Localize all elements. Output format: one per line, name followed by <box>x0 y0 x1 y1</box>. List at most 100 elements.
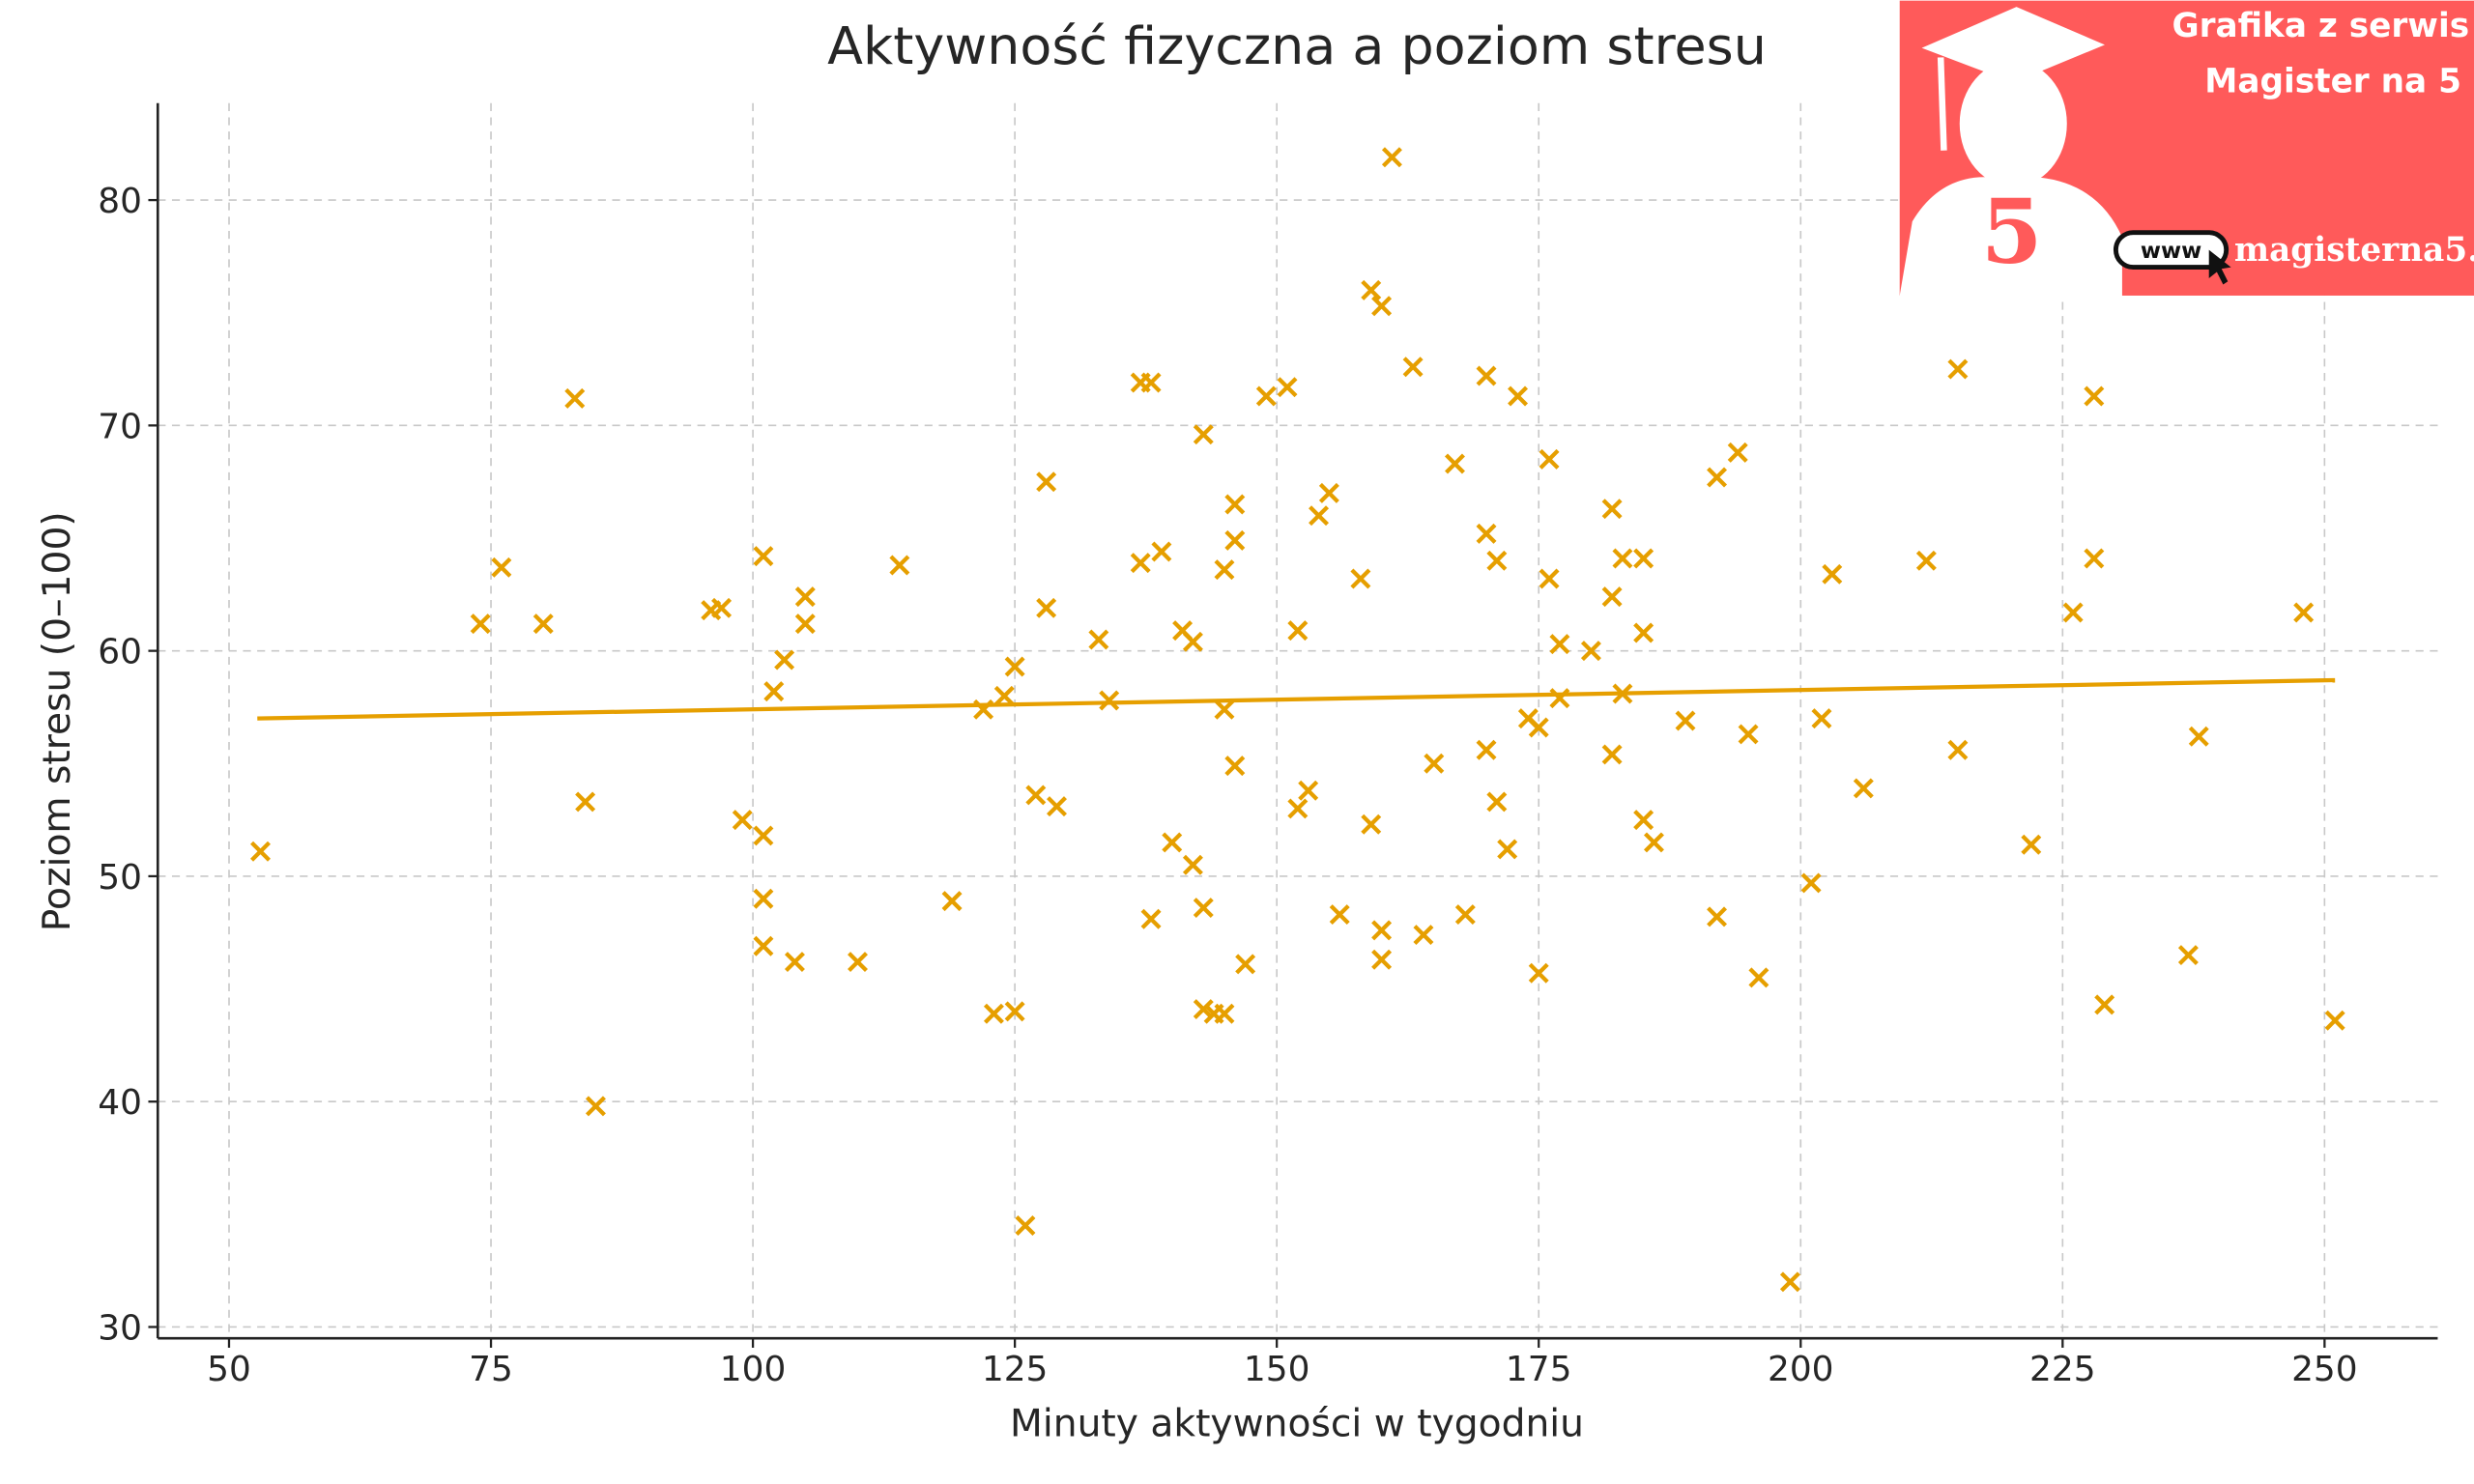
x-tick-label: 125 <box>982 1350 1049 1389</box>
scatter-point <box>1371 949 1393 970</box>
scatter-point <box>1214 559 1235 581</box>
scatter-point <box>1193 424 1214 445</box>
scatter-point <box>1643 832 1664 853</box>
tassel <box>1937 57 1947 151</box>
scatter-point <box>1047 796 1067 817</box>
scatter-point <box>2324 1010 2345 1031</box>
scatter-point <box>1800 872 1822 894</box>
scatter-point <box>1025 785 1047 806</box>
x-tick-label: 150 <box>1244 1350 1310 1389</box>
y-tick-label: 80 <box>98 182 142 221</box>
scatter-point <box>753 546 774 567</box>
scatter-point <box>532 614 554 635</box>
scatter-point <box>1214 1003 1235 1024</box>
scatter-point <box>1633 548 1654 569</box>
scatter-point <box>993 685 1015 706</box>
scatter-point <box>1402 357 1424 378</box>
grid: 50 75 100 125 150 175 200 225 250 30 40 50 60 70 80 <box>98 102 2438 1389</box>
scatter-point <box>889 555 910 576</box>
scatter-point <box>794 586 816 608</box>
scatter-point <box>1539 568 1560 589</box>
plot-area <box>250 147 2345 1293</box>
x-tick-label: 75 <box>469 1350 513 1389</box>
scatter-point <box>1381 147 1402 168</box>
scatter-point <box>1508 385 1529 407</box>
scatter-point <box>1151 541 1172 562</box>
scatter-point <box>1224 494 1246 515</box>
scatter-point <box>941 891 963 912</box>
scatter-point <box>1277 377 1298 398</box>
scatter-point <box>575 791 596 813</box>
scatter-point <box>1707 906 1728 928</box>
scatter-point <box>1036 597 1057 618</box>
scatter-point <box>1445 453 1465 474</box>
scatter-point <box>470 614 491 635</box>
scatter-point <box>1214 699 1235 720</box>
scatter-point <box>794 614 816 635</box>
scatter-point <box>1193 999 1214 1020</box>
scatter-point <box>1318 482 1339 503</box>
scatter-point <box>1224 756 1246 777</box>
body <box>1899 177 2122 296</box>
scatter-point <box>1099 690 1120 711</box>
scatter-point <box>1454 904 1476 926</box>
scatter-point <box>1298 780 1319 801</box>
scatter-point <box>753 935 774 956</box>
scatter-point <box>1004 656 1025 677</box>
scatter-point <box>1287 798 1309 819</box>
scatter-point <box>1182 631 1203 652</box>
scatter-point <box>1675 710 1696 731</box>
scatter-point <box>1424 753 1445 774</box>
scatter-point <box>2084 385 2105 407</box>
scatter-point <box>1361 279 1382 300</box>
scatter-point <box>1309 505 1330 527</box>
head <box>1959 60 2067 187</box>
watermark-line: Magister na 5 <box>2204 62 2461 100</box>
www-pill <box>2113 230 2229 271</box>
scatter-point <box>1004 1001 1025 1022</box>
scatter-point <box>1350 568 1371 589</box>
y-tick-label: 60 <box>98 633 142 672</box>
scatter-point <box>1486 791 1508 813</box>
y-tick-label: 70 <box>98 407 142 446</box>
x-tick-label: 250 <box>2291 1350 2358 1389</box>
watermark-url: magisterna5. <box>2234 231 2474 270</box>
scatter-point <box>1140 908 1162 929</box>
x-tick-label: 175 <box>1506 1350 1572 1389</box>
scatter-point <box>2293 602 2315 623</box>
scatter-point <box>1580 641 1601 662</box>
scatter-point <box>2021 834 2042 855</box>
scatter-point <box>2177 945 2199 966</box>
scatter-point <box>753 888 774 909</box>
scatter-point <box>1476 739 1497 760</box>
scatter-point <box>1853 778 1874 799</box>
scatter-point <box>1371 296 1393 317</box>
scatter-point <box>1361 813 1382 835</box>
scatter-point <box>1255 385 1277 407</box>
scatter-point <box>774 649 795 671</box>
scatter-point <box>1486 550 1508 571</box>
scatter-point <box>1528 717 1549 738</box>
scatter-point <box>1748 967 1769 988</box>
scatter-point <box>1015 1215 1036 1236</box>
scatter-point <box>250 841 271 862</box>
scatter-point <box>1811 708 1832 729</box>
scatter-point <box>1601 499 1623 520</box>
scatter-point <box>753 825 774 846</box>
scatter-point <box>491 556 512 578</box>
scatter-point <box>1549 634 1570 655</box>
scatter-point <box>1539 448 1560 470</box>
scatter-point <box>1476 523 1497 544</box>
x-axis-label: Minuty aktywności w tygodniu <box>1010 1402 1584 1445</box>
scatter-point <box>711 597 733 618</box>
scatter-point <box>784 952 805 973</box>
watermark: 5 Grafika z serwis Magister na 5 www mag… <box>1899 0 2474 296</box>
scatter-point <box>1224 529 1246 551</box>
scatter-point <box>1947 739 1969 760</box>
www-text: www <box>2141 239 2201 264</box>
scatter-point <box>1371 920 1393 941</box>
x-tick-label: 225 <box>2029 1350 2096 1389</box>
trend-line <box>257 677 2336 721</box>
